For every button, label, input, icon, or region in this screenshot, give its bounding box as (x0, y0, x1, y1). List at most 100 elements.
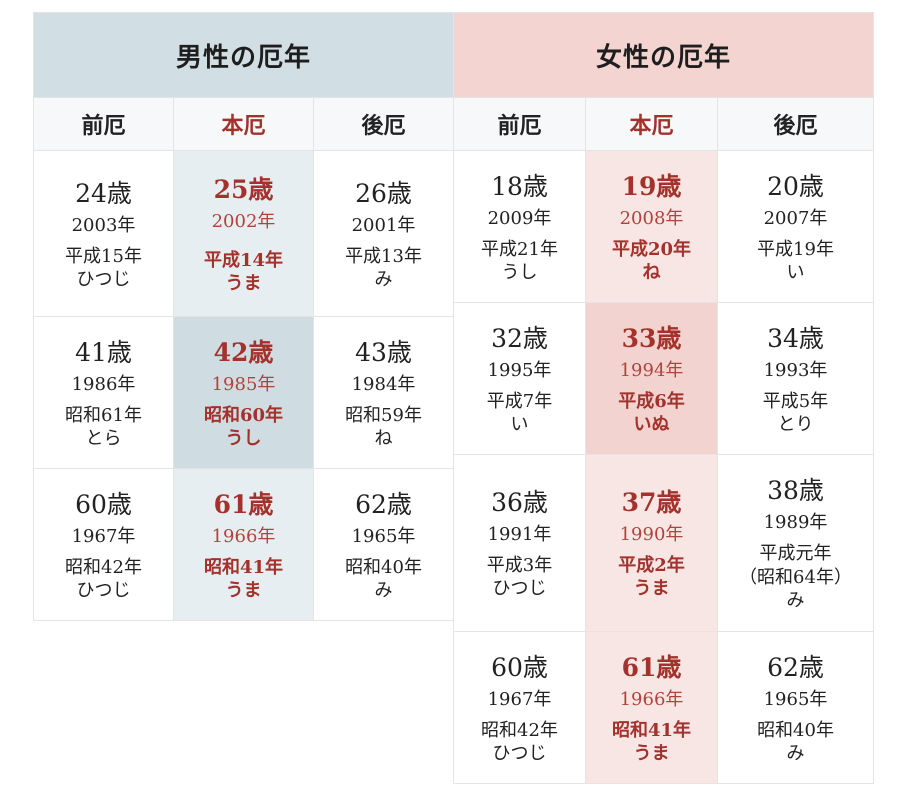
year-text: 2008年 (619, 207, 684, 229)
year-text: 2002年 (211, 210, 276, 232)
year-text: 2007年 (763, 207, 828, 229)
women-cell-honyaku: 33歳 1994年 平成6年 いぬ (585, 302, 718, 455)
women-cell-atoyaku: 34歳 1993年 平成5年 とり (716, 302, 875, 455)
era-text: 昭和61年 (65, 404, 142, 426)
age-text: 26歳 (355, 178, 412, 208)
eto-text: い (510, 413, 529, 435)
women-header-atoyaku: 後厄 (716, 97, 875, 151)
era-text: 平成15年 (65, 245, 142, 267)
women-cell-maeyaku: 32歳 1995年 平成7年 い (453, 302, 586, 455)
era-text: 平成5年 (762, 390, 829, 412)
eto-text: うま (225, 579, 262, 601)
year-text: 1985年 (211, 373, 276, 395)
eto-text: み (374, 268, 393, 290)
men-cell-honyaku: 42歳 1985年 昭和60年 うし (173, 316, 314, 469)
era-text: 平成21年 (481, 238, 558, 260)
year-text: 1995年 (487, 359, 552, 381)
eto-text: うま (633, 742, 670, 764)
year-text: 1991年 (487, 524, 552, 545)
women-cell-maeyaku: 18歳 2009年 平成21年 うし (453, 150, 586, 303)
men-header-maeyaku: 前厄 (33, 97, 174, 151)
eto-text: み (374, 579, 393, 601)
eto-text: ね (374, 427, 393, 449)
eto-text: み (786, 742, 805, 764)
men-cell-maeyaku: 24歳 2003年 平成15年 ひつじ (33, 150, 174, 317)
age-text: 61歳 (213, 489, 274, 519)
table-row: 24歳 2003年 平成15年 ひつじ 25歳 2002年 平成14年 うま 2… (33, 150, 455, 317)
eto-text: うし (225, 427, 262, 449)
women-header-honyaku: 本厄 (585, 97, 718, 151)
era-text: 昭和42年 (481, 719, 558, 741)
women-cell-maeyaku: 36歳 1991年 平成3年 ひつじ (453, 454, 586, 632)
era-text: 昭和42年 (65, 556, 142, 578)
age-text: 25歳 (213, 174, 274, 204)
year-text: 1966年 (619, 688, 684, 710)
era-text: 平成7年 (486, 390, 553, 412)
age-text: 62歳 (767, 652, 824, 682)
age-text: 62歳 (355, 489, 412, 519)
women-cell-honyaku: 61歳 1966年 昭和41年 うま (585, 631, 718, 784)
eto-text: い (786, 261, 805, 283)
men-yakudoshi-table: 男性の厄年 前厄 本厄 後厄 24歳 2003年 平成15年 ひつじ 25歳 2… (32, 12, 455, 621)
eto-text: ね (642, 261, 661, 283)
year-text: 1993年 (763, 359, 828, 381)
year-text: 1990年 (619, 524, 684, 545)
men-table-title: 男性の厄年 (32, 12, 455, 98)
women-cell-honyaku: 37歳 1990年 平成2年 うま (585, 454, 718, 632)
men-header-atoyaku: 後厄 (312, 97, 455, 151)
age-text: 60歳 (75, 489, 132, 519)
eto-text: ひつじ (492, 742, 547, 764)
era-text: 昭和40年 (757, 719, 834, 741)
men-cell-atoyaku: 62歳 1965年 昭和40年 み (312, 468, 455, 621)
year-text: 1986年 (71, 373, 136, 395)
men-cell-maeyaku: 41歳 1986年 昭和61年 とら (33, 316, 174, 469)
women-cell-maeyaku: 60歳 1967年 昭和42年 ひつじ (453, 631, 586, 784)
era-text: 平成14年 (203, 249, 284, 271)
era-text: 昭和40年 (345, 556, 422, 578)
table-row: 18歳 2009年 平成21年 うし 19歳 2008年 平成20年 ね 20歳… (453, 150, 875, 303)
eto-text: うし (501, 261, 538, 283)
year-text: 1967年 (71, 525, 136, 547)
eto-text: いぬ (633, 413, 670, 435)
women-cell-atoyaku: 62歳 1965年 昭和40年 み (716, 631, 875, 784)
era-alt-text: （昭和64年） (739, 567, 852, 588)
year-text: 1965年 (763, 688, 828, 710)
age-text: 34歳 (767, 323, 824, 353)
age-text: 38歳 (767, 476, 824, 505)
year-text: 1994年 (619, 359, 684, 381)
men-cell-honyaku: 25歳 2002年 平成14年 うま (173, 150, 314, 317)
eto-text: うま (225, 272, 262, 294)
year-text: 1965年 (351, 525, 416, 547)
women-cell-atoyaku: 38歳 1989年 平成元年 （昭和64年） み (716, 454, 875, 632)
year-text: 1984年 (351, 373, 416, 395)
age-text: 20歳 (767, 171, 824, 201)
men-cell-atoyaku: 26歳 2001年 平成13年 み (312, 150, 455, 317)
era-text: 昭和41年 (203, 556, 284, 578)
era-text: 平成19年 (757, 238, 834, 260)
women-table-title: 女性の厄年 (452, 12, 875, 98)
table-row: 32歳 1995年 平成7年 い 33歳 1994年 平成6年 いぬ 34歳 1… (453, 302, 875, 455)
women-cell-honyaku: 19歳 2008年 平成20年 ね (585, 150, 718, 303)
era-text: 昭和59年 (345, 404, 422, 426)
era-text: 平成3年 (486, 555, 553, 576)
eto-text: ひつじ (492, 578, 547, 599)
age-text: 19歳 (621, 171, 682, 201)
men-cell-maeyaku: 60歳 1967年 昭和42年 ひつじ (33, 468, 174, 621)
age-text: 61歳 (621, 652, 682, 682)
age-text: 32歳 (491, 323, 548, 353)
age-text: 41歳 (75, 337, 132, 367)
age-text: 18歳 (491, 171, 548, 201)
women-header-maeyaku: 前厄 (453, 97, 586, 151)
year-text: 1989年 (763, 512, 828, 533)
era-text: 平成2年 (618, 555, 685, 576)
eto-text: み (786, 590, 805, 611)
year-text: 2003年 (71, 214, 136, 236)
table-row: 41歳 1986年 昭和61年 とら 42歳 1985年 昭和60年 うし 43… (33, 316, 455, 469)
era-text: 平成元年 (759, 543, 832, 564)
year-text: 1966年 (211, 525, 276, 547)
table-row: 36歳 1991年 平成3年 ひつじ 37歳 1990年 平成2年 うま 38歳… (453, 454, 875, 632)
age-text: 33歳 (621, 323, 682, 353)
eto-text: とら (85, 427, 122, 449)
age-text: 42歳 (213, 337, 274, 367)
age-text: 37歳 (621, 488, 682, 517)
